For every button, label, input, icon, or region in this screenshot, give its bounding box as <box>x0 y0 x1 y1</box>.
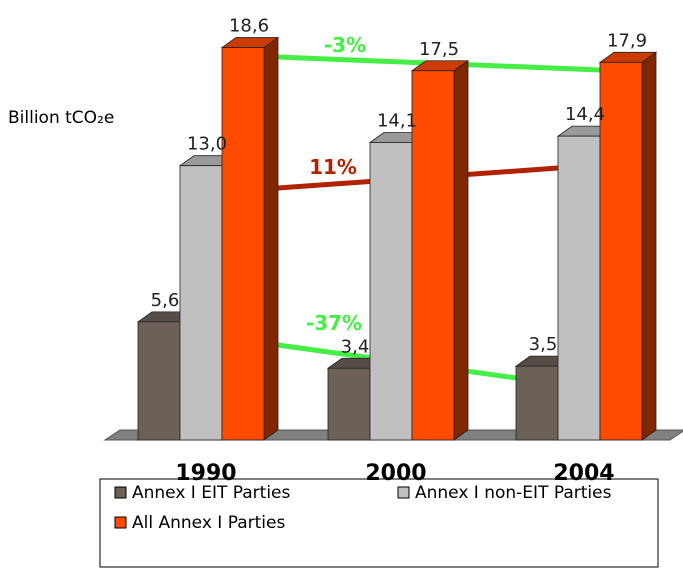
bar-side <box>263 36 279 441</box>
bar <box>327 367 371 441</box>
annotation: -37% <box>306 311 362 335</box>
legend-label: All Annex I Parties <box>132 513 285 533</box>
data-label: 17,9 <box>607 30 647 51</box>
bar <box>179 165 223 441</box>
data-label: 13,0 <box>187 134 227 155</box>
data-label: 18,6 <box>229 16 269 37</box>
legend-label: Annex I EIT Parties <box>132 483 291 503</box>
data-label: 5,6 <box>151 290 180 311</box>
bar <box>411 70 455 441</box>
data-label: 14,4 <box>565 104 605 125</box>
legend-label: Annex I non-EIT Parties <box>415 483 612 503</box>
bar-side <box>641 51 657 441</box>
x-tick-label: 2004 <box>553 461 614 486</box>
annotation: 11% <box>309 155 357 179</box>
data-label: 17,5 <box>419 39 459 60</box>
bar <box>557 135 601 441</box>
legend-swatch <box>397 486 410 499</box>
x-tick-label: 2000 <box>365 461 426 486</box>
bar <box>221 47 265 441</box>
bar <box>515 365 559 441</box>
data-label: 14,1 <box>377 110 417 131</box>
legend-swatch <box>114 486 127 499</box>
bar-side <box>453 59 469 441</box>
legend <box>99 478 659 568</box>
x-tick-label: 1990 <box>175 461 236 486</box>
bar <box>369 142 413 441</box>
y-axis-label: Billion tCO₂e <box>8 108 114 128</box>
annotation: -3% <box>324 33 366 57</box>
data-label: 3,4 <box>341 336 370 357</box>
bar <box>137 321 181 441</box>
legend-swatch <box>114 516 127 529</box>
bar <box>599 61 643 441</box>
data-label: 3,5 <box>529 334 558 355</box>
